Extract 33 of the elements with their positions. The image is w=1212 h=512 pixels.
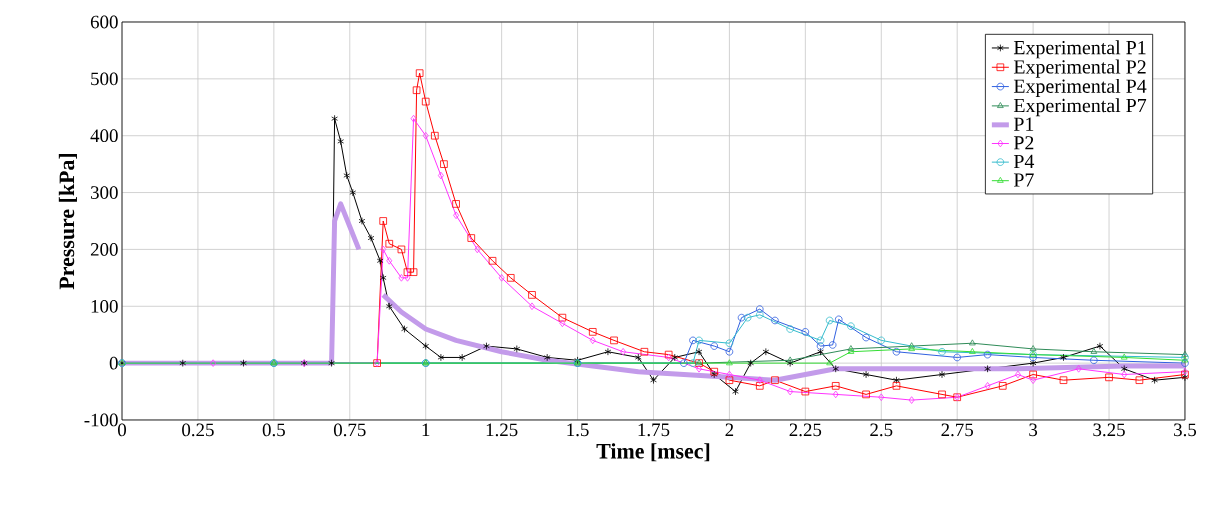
legend-label: Experimental P1 [1013,40,1146,59]
y-tick-label: 300 [91,186,118,199]
y-tick-label: -100 [84,413,118,427]
x-tick-label: 2.75 [941,423,974,437]
x-tick-label: 0.25 [182,423,214,437]
x-tick-label: 1.5 [567,423,589,437]
x-tick-label: 2 [725,423,734,437]
y-tick-label: 600 [90,15,118,29]
x-tick-label: 2.25 [789,423,822,437]
x-tick-label: 1.75 [638,423,670,437]
x-tick-label: 3.25 [1093,423,1125,437]
legend-label: P4 [1013,154,1035,168]
x-tick-label: 2.5 [870,423,893,437]
legend-label: Experimental P2 [1013,59,1146,78]
y-tick-label: 200 [90,243,118,256]
x-tick-label: 3 [1029,423,1038,437]
y-tick-label: 0 [109,356,118,370]
x-tick-label: 0.75 [333,423,366,437]
y-tick-label: 500 [91,72,118,86]
y-tick-label: 400 [90,129,118,143]
x-axis-title: Time [msec] [596,443,710,462]
x-tick-label: 1.25 [486,423,518,437]
y-tick-label: 100 [91,299,118,313]
legend-label: Experimental P7 [1013,98,1147,117]
legend-label: P7 [1013,173,1034,187]
legend-label: P2 [1013,136,1034,150]
legend-label: Experimental P4 [1013,78,1147,97]
x-tick-label: 0.5 [262,423,285,437]
legend-label: P1 [1013,117,1034,131]
x-tick-label: 3.5 [1174,423,1197,437]
x-tick-label: 1 [422,423,430,436]
y-axis-title: Pressure [kPa] [58,153,77,290]
x-tick-label: 0 [118,423,127,437]
